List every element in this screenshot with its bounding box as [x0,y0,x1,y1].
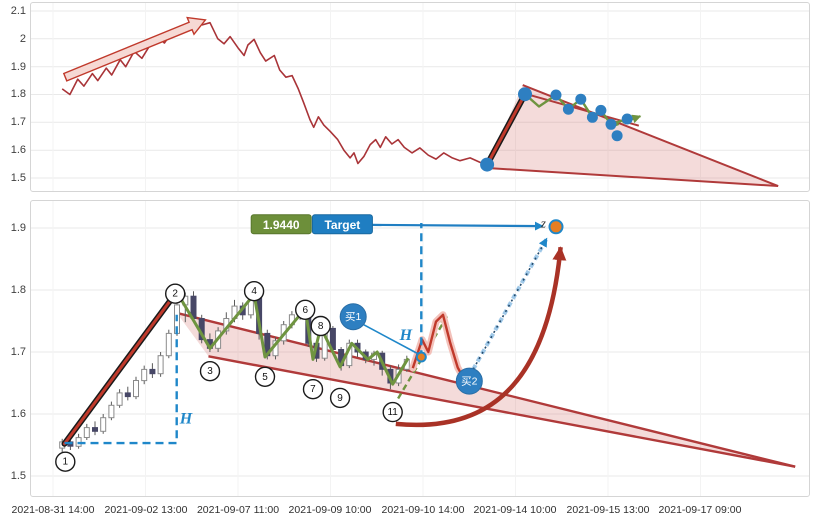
wave-point-4[interactable]: 4 [245,282,264,301]
svg-text:8: 8 [318,321,324,332]
y-axis-label: 1.5 [0,172,26,184]
svg-text:1.9440: 1.9440 [263,218,300,232]
wave-point-9[interactable]: 9 [331,388,350,407]
wave-point-11[interactable]: 11 [383,403,402,422]
pivot-dot[interactable] [563,104,574,115]
wave-point-1[interactable]: 1 [56,452,75,471]
svg-text:4: 4 [251,286,257,297]
y-axis-label: 1.8 [0,88,26,100]
wave-point-3[interactable]: 3 [201,362,220,381]
y-axis-label: 1.5 [0,470,26,482]
x-axis-label: 2021-08-31 14:00 [7,504,99,516]
svg-text:11: 11 [387,407,398,418]
pivot-dot[interactable] [595,105,606,116]
svg-text:H: H [399,327,413,344]
svg-text:买2: 买2 [461,376,477,388]
y-axis-label: 1.6 [0,144,26,156]
buy-marker-2[interactable]: 买2 [456,368,482,394]
target-point-dot[interactable] [550,220,563,233]
svg-text:2: 2 [172,289,178,300]
chart-canvas: 1.9440 Target z 1 2 3 4 5 6 7 8 9 11 买1 买2 H H 2.1 2 1.9… [0,0,816,523]
svg-text:1: 1 [63,457,69,468]
svg-text:6: 6 [302,305,308,316]
y-axis-label: 1.9 [0,61,26,73]
y-axis-label: 2 [0,33,26,45]
y-axis-label: 1.8 [0,284,26,296]
wave-point-6[interactable]: 6 [296,300,315,319]
pivot-dot[interactable] [518,87,532,101]
svg-text:7: 7 [310,384,316,395]
y-axis-label: 2.1 [0,5,26,17]
wedge-lower-line[interactable] [208,356,795,466]
svg-text:H: H [179,410,193,427]
x-axis-label: 2021-09-07 11:00 [192,504,284,516]
y-axis-label: 1.9 [0,222,26,234]
buy-marker-1[interactable]: 买1 [340,304,366,330]
trend-arrow[interactable] [64,18,206,81]
y-axis-label: 1.6 [0,408,26,420]
svg-text:买1: 买1 [345,311,361,323]
svg-text:Target: Target [324,218,360,232]
wave-point-7[interactable]: 7 [304,380,323,399]
svg-text:5: 5 [262,372,268,383]
pivot-dot[interactable] [612,130,623,141]
svg-text:3: 3 [207,366,213,377]
x-axis-label: 2021-09-17 09:00 [654,504,746,516]
breakout-dot[interactable] [417,353,426,362]
pivot-dot[interactable] [587,112,598,123]
pivot-dot[interactable] [606,119,617,130]
svg-text:z: z [540,216,546,231]
x-axis-label: 2021-09-02 13:00 [100,504,192,516]
svg-text:9: 9 [337,393,343,404]
y-axis-label: 1.7 [0,116,26,128]
x-axis-label: 2021-09-14 10:00 [469,504,561,516]
pivot-dot[interactable] [575,94,586,105]
chart-overlay: 1.9440 Target z 1 2 3 4 5 6 7 8 9 11 买1 买2 H H [0,0,816,523]
x-axis-label: 2021-09-09 10:00 [284,504,376,516]
x-axis-label: 2021-09-15 13:00 [562,504,654,516]
y-axis-label: 1.7 [0,346,26,358]
pivot-dot[interactable] [622,114,633,125]
pivot-dot[interactable] [551,90,562,101]
wave-point-8[interactable]: 8 [311,317,330,336]
x-axis-label: 2021-09-10 14:00 [377,504,469,516]
wave-point-5[interactable]: 5 [256,367,275,386]
gridlines [31,3,809,496]
target-arrow[interactable] [373,225,543,226]
wave-point-2[interactable]: 2 [166,284,185,303]
pivot-dot[interactable] [480,158,494,172]
